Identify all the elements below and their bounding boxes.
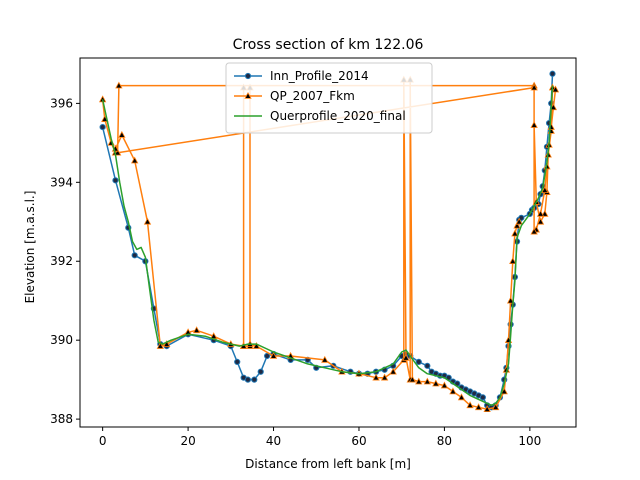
data-point <box>234 358 241 365</box>
data-point <box>380 373 389 381</box>
y-tick-label: 392 <box>50 254 73 268</box>
legend-label: Querprofile_2020_final <box>270 109 406 123</box>
series-line <box>101 85 554 407</box>
data-point <box>118 130 126 138</box>
y-tick-label: 394 <box>50 175 73 189</box>
data-point <box>457 393 466 401</box>
data-point <box>530 121 538 128</box>
data-point <box>530 227 538 235</box>
data-point <box>156 342 164 349</box>
data-point <box>440 381 449 389</box>
x-tick-label: 40 <box>266 434 281 448</box>
data-point <box>515 217 523 225</box>
x-tick-label: 0 <box>99 434 107 448</box>
data-point <box>415 377 423 385</box>
data-point <box>257 368 264 375</box>
data-point <box>500 387 508 395</box>
data-point <box>321 355 329 363</box>
data-point <box>511 229 519 237</box>
y-tick-label: 388 <box>50 412 73 426</box>
legend-entry: Querprofile_2020_final <box>234 109 406 123</box>
data-point <box>466 401 474 409</box>
legend-marker <box>244 72 252 80</box>
data-point <box>264 352 271 360</box>
data-point <box>402 353 410 361</box>
data-point <box>518 214 525 221</box>
legend: Inn_Profile_2014 QP_2007_Fkm Querprofile_2… <box>225 62 433 134</box>
y-axis-label: Elevation [m.a.s.l.] <box>23 191 37 304</box>
legend-entry: Inn_Profile_2014 <box>234 69 369 83</box>
data-point <box>244 376 251 383</box>
x-tick-label: 100 <box>518 434 541 448</box>
legend-marker <box>244 91 252 99</box>
data-point <box>112 177 119 184</box>
data-point <box>474 403 483 411</box>
data-point <box>432 379 440 387</box>
axis-ticks: 0 20 40 60 80 100 388 390 392 394 396 <box>50 96 541 448</box>
y-tick-label: 396 <box>50 96 73 110</box>
data-point <box>372 373 380 381</box>
data-point <box>408 375 417 383</box>
data-point <box>113 148 122 156</box>
data-point <box>192 326 201 334</box>
series-Querprofile_2020_final <box>101 85 554 407</box>
x-tick-label: 20 <box>180 434 195 448</box>
data-point <box>536 209 545 217</box>
data-point <box>252 342 261 349</box>
data-point <box>506 296 515 304</box>
data-point <box>143 217 152 225</box>
legend-box <box>225 62 433 134</box>
data-point <box>549 70 556 77</box>
data-point <box>541 186 549 194</box>
data-point <box>551 85 560 93</box>
data-point <box>513 221 521 229</box>
data-point <box>530 83 538 91</box>
x-tick-label: 80 <box>437 434 452 448</box>
series-group <box>98 70 560 413</box>
data-point <box>99 123 106 131</box>
data-point <box>536 217 545 225</box>
legend-label: Inn_Profile_2014 <box>270 69 369 83</box>
data-point <box>415 358 422 365</box>
data-point <box>115 81 123 89</box>
data-point <box>509 257 517 265</box>
data-point <box>483 405 491 413</box>
x-tick-label: 60 <box>351 434 366 448</box>
chart-title: Cross section of km 122.06 <box>233 37 424 53</box>
data-point <box>424 362 431 369</box>
data-point <box>423 377 431 385</box>
plot-frame <box>79 57 577 428</box>
data-point <box>163 340 171 347</box>
data-point <box>541 209 549 217</box>
legend-label: QP_2007_Fkm <box>270 89 355 103</box>
data-point <box>479 394 486 401</box>
y-tick-label: 390 <box>50 333 73 347</box>
x-axis-label: Distance from left bank [m] <box>245 457 411 471</box>
legend-entry: QP_2007_Fkm <box>234 89 355 103</box>
data-point <box>131 156 139 164</box>
data-point <box>131 252 138 259</box>
data-point <box>389 367 397 375</box>
data-point <box>251 376 258 383</box>
data-point <box>449 387 457 395</box>
data-point <box>492 403 500 411</box>
data-point <box>269 351 278 359</box>
